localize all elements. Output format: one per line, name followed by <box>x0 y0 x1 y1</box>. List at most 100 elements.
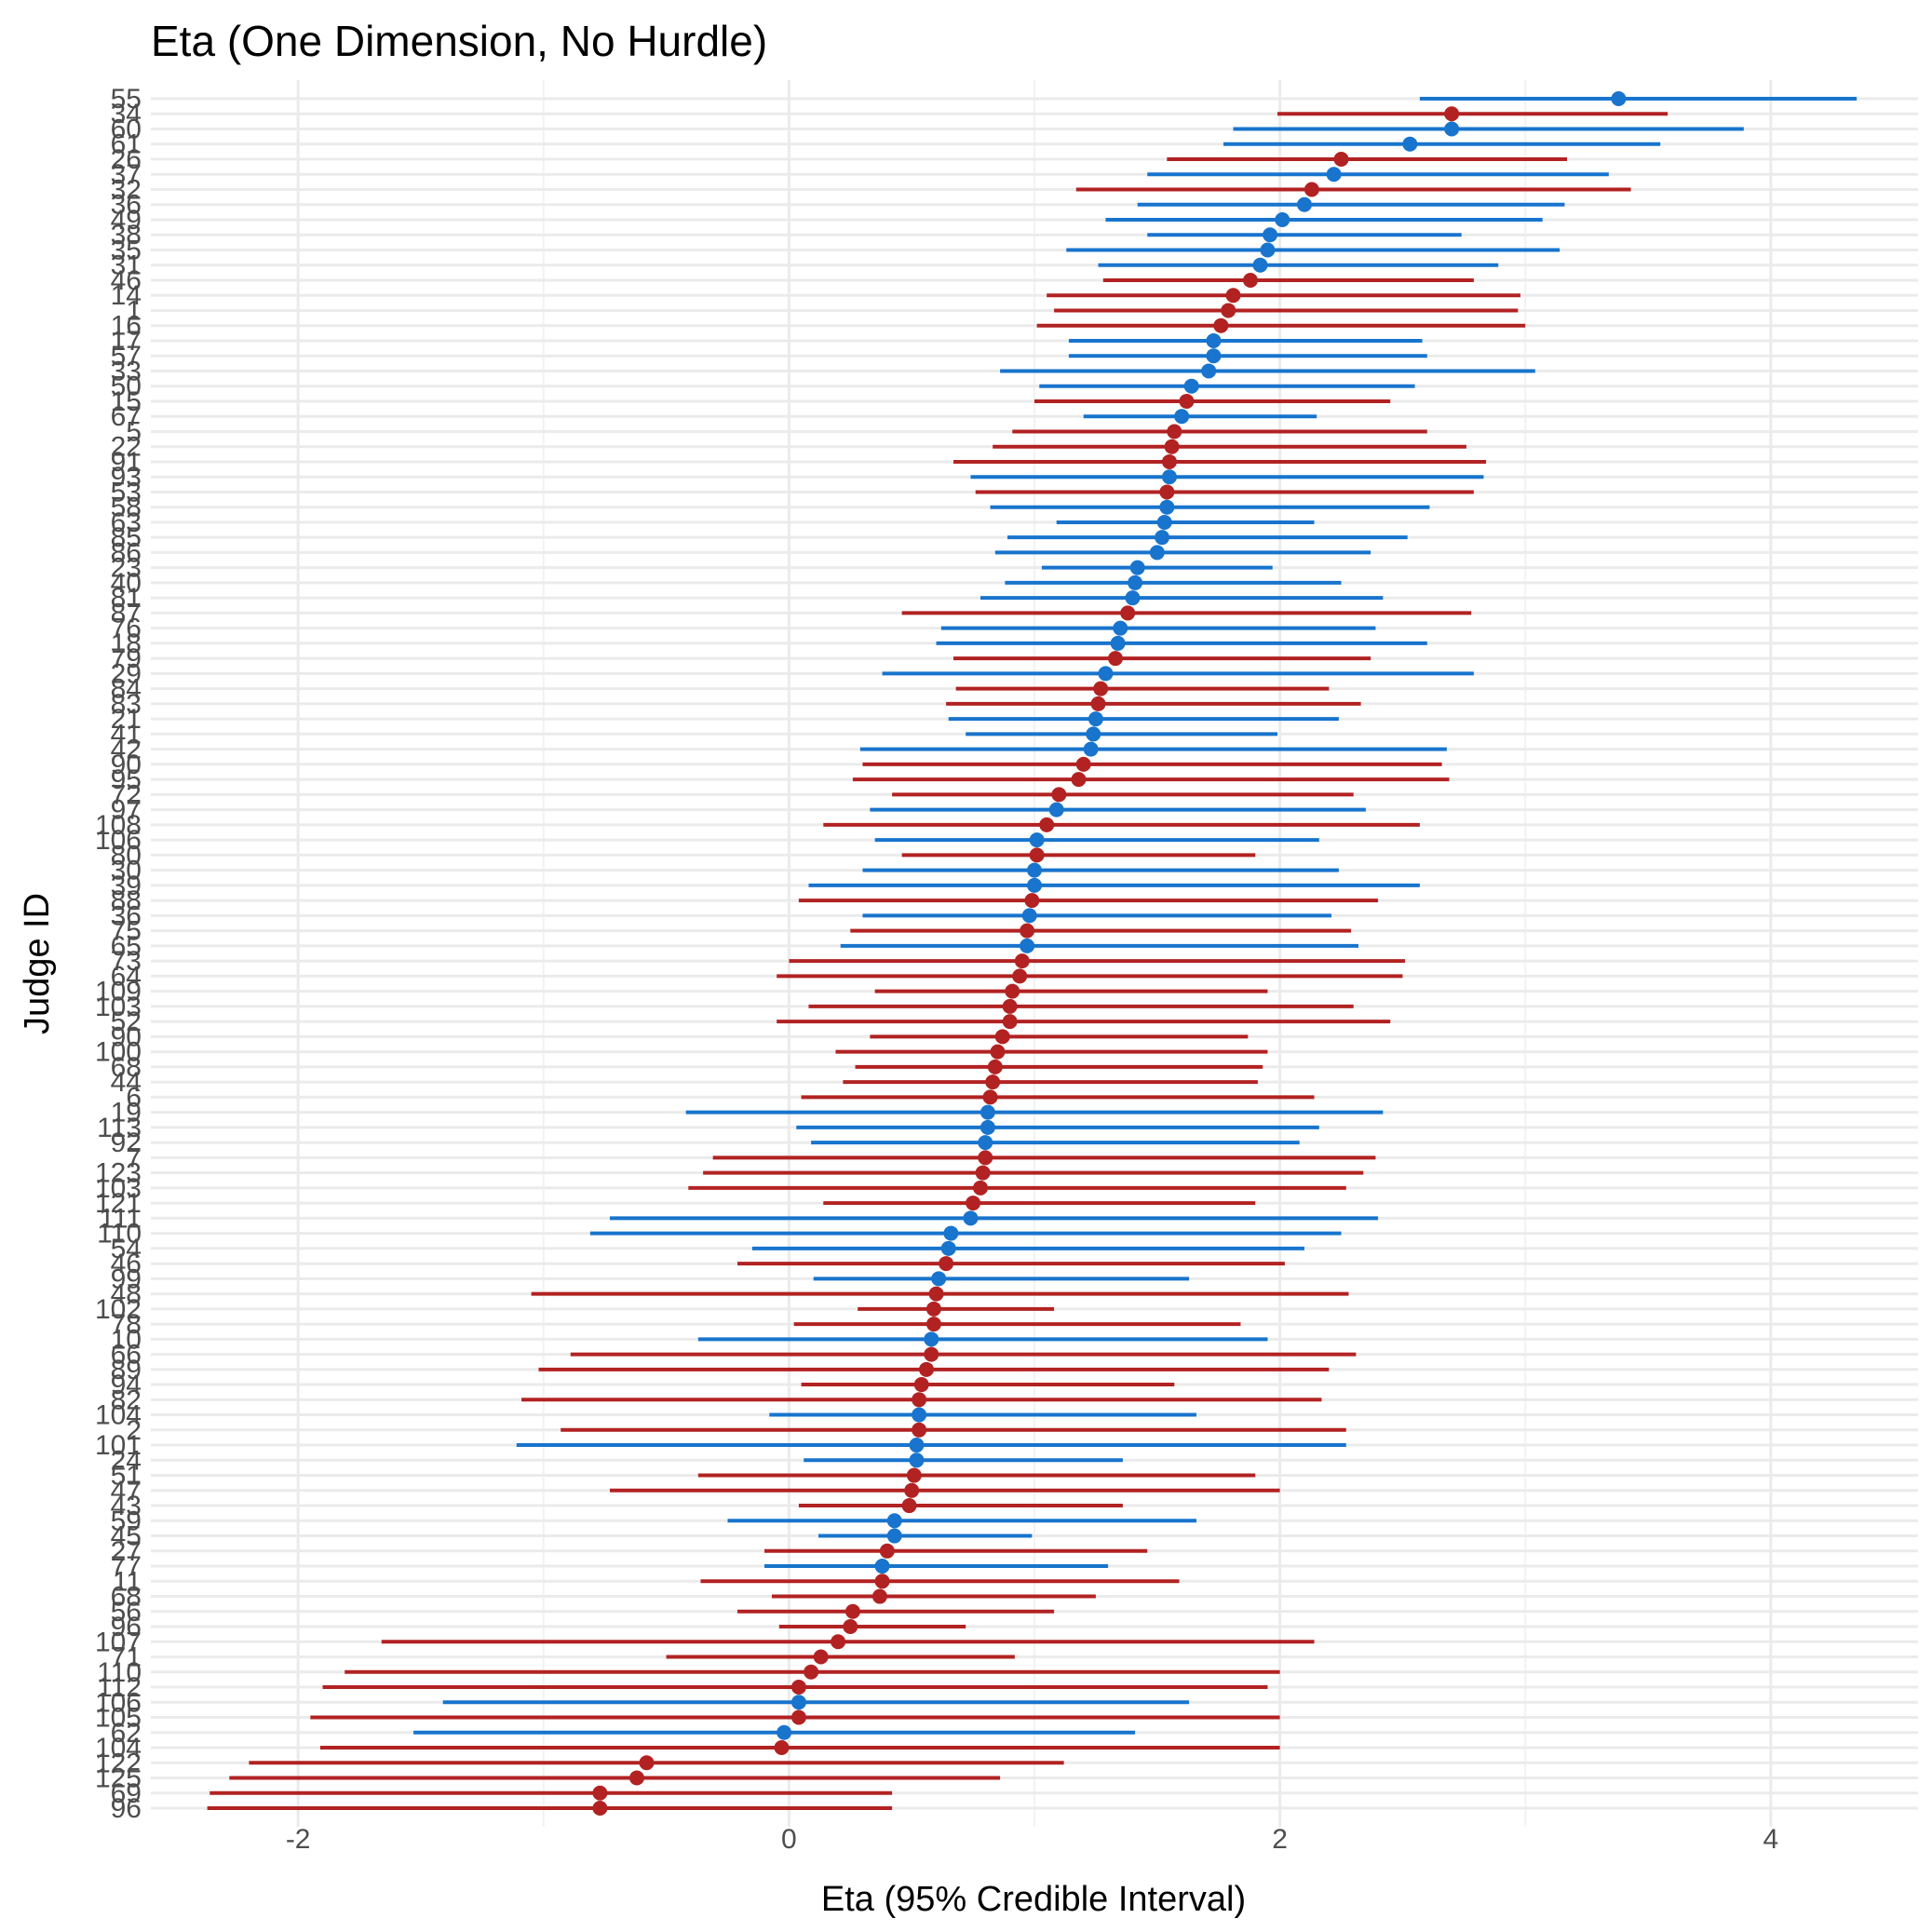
x-tick-label: -2 <box>286 1824 311 1855</box>
estimate-point <box>975 1165 991 1181</box>
y-tick-label: 106 <box>95 825 142 856</box>
y-tick-label: 59 <box>111 1506 142 1536</box>
estimate-point <box>1027 877 1042 893</box>
y-tick-label: 41 <box>111 719 142 750</box>
estimate-point <box>1225 288 1241 304</box>
y-tick-label: 40 <box>111 568 142 599</box>
estimate-point <box>1027 862 1042 878</box>
x-tick-label: 4 <box>1763 1824 1778 1855</box>
y-tick-label: 73 <box>111 946 142 977</box>
y-tick-label: 96 <box>111 1612 142 1642</box>
estimate-point <box>1174 409 1190 425</box>
estimate-point <box>1167 424 1182 439</box>
estimate-point <box>963 1210 979 1226</box>
estimate-point <box>990 1044 1006 1060</box>
estimate-point <box>909 1438 925 1453</box>
estimate-point <box>1088 711 1103 727</box>
y-tick-label: 110 <box>97 1219 142 1250</box>
y-tick-label: 55 <box>111 84 142 115</box>
y-tick-label: 92 <box>111 1128 142 1158</box>
estimate-point <box>904 1482 920 1498</box>
estimate-point <box>844 1603 860 1619</box>
estimate-point <box>790 1680 806 1696</box>
y-tick-label: 113 <box>97 1113 142 1143</box>
estimate-point <box>931 1271 947 1287</box>
estimate-point <box>980 1104 995 1120</box>
estimate-point <box>1159 484 1175 500</box>
y-tick-label: 31 <box>111 250 142 281</box>
estimate-point <box>1125 590 1141 606</box>
x-tick-labels: -2 0 2 4 <box>286 1824 1778 1855</box>
estimate-point <box>1206 348 1222 364</box>
y-tick-label: 36 <box>111 190 142 221</box>
estimate-point <box>790 1709 806 1725</box>
y-tick-label: 46 <box>111 265 142 296</box>
y-tick-label: 34 <box>111 99 142 129</box>
estimate-point <box>909 1452 925 1468</box>
estimate-point <box>1611 91 1627 106</box>
y-tick-label: 85 <box>111 522 142 553</box>
estimate-point <box>1039 817 1055 832</box>
estimate-point <box>1005 983 1020 999</box>
estimate-point <box>943 1225 959 1241</box>
y-tick-label: 76 <box>111 614 142 644</box>
y-tick-labels: 5534606126373236493835314614116175733501… <box>95 84 142 1824</box>
estimate-point <box>592 1801 608 1816</box>
estimate-point <box>1048 802 1064 817</box>
estimate-point <box>874 1574 890 1589</box>
y-tick-label: 77 <box>111 1551 142 1582</box>
y-tick-label: 35 <box>111 235 142 265</box>
estimate-point <box>874 1559 890 1574</box>
estimate-point <box>1263 227 1278 243</box>
y-tick-label: 65 <box>111 931 142 962</box>
estimate-point <box>871 1588 887 1604</box>
estimate-point <box>924 1331 939 1347</box>
estimate-point <box>1093 681 1109 696</box>
y-tick-label: 38 <box>111 220 142 250</box>
y-tick-label: 47 <box>111 1476 142 1506</box>
y-tick-label: 81 <box>111 583 142 614</box>
y-tick-label: 15 <box>111 386 142 417</box>
y-tick-label: 89 <box>111 1355 142 1385</box>
estimate-point <box>1120 605 1136 621</box>
y-tick-label: 104 <box>95 1400 142 1431</box>
estimate-point <box>592 1785 608 1801</box>
estimate-point <box>1183 378 1199 394</box>
estimate-point <box>1029 847 1045 863</box>
y-tick-label: 108 <box>95 810 142 841</box>
y-axis-title: Judge ID <box>18 893 57 1034</box>
estimate-point <box>919 1361 935 1377</box>
y-tick-label: 60 <box>111 114 142 144</box>
y-tick-label: 103 <box>95 992 142 1022</box>
y-tick-label: 95 <box>111 764 142 795</box>
y-tick-label: 30 <box>111 856 142 886</box>
estimate-point <box>1159 499 1175 515</box>
y-tick-label: 14 <box>111 280 142 311</box>
y-tick-label: 103 <box>95 1173 142 1204</box>
estimate-point <box>1444 121 1460 137</box>
y-tick-label: 97 <box>111 795 142 826</box>
estimate-point <box>966 1196 981 1211</box>
y-tick-label: 36 <box>111 900 142 931</box>
y-tick-label: 90 <box>111 750 142 780</box>
y-tick-label: 56 <box>111 1597 142 1628</box>
estimate-point <box>1107 651 1123 667</box>
estimate-point <box>994 1029 1010 1045</box>
y-tick-label: 83 <box>111 689 142 720</box>
y-tick-label: 57 <box>111 341 142 372</box>
y-tick-label: 109 <box>95 977 142 1007</box>
y-tick-label: 22 <box>111 432 142 463</box>
y-tick-label: 7 <box>126 1142 142 1173</box>
y-tick-label: 93 <box>111 462 142 493</box>
estimate-point <box>925 1301 941 1317</box>
estimate-point <box>912 1422 927 1438</box>
y-tick-label: 90 <box>111 1021 142 1052</box>
estimate-point <box>777 1724 792 1740</box>
estimate-point <box>1402 136 1418 152</box>
y-tick-label: 99 <box>111 1263 142 1294</box>
estimate-point <box>1129 560 1145 575</box>
y-tick-label: 87 <box>111 598 142 628</box>
y-tick-label: 78 <box>111 1309 142 1340</box>
estimate-point <box>978 1135 993 1151</box>
